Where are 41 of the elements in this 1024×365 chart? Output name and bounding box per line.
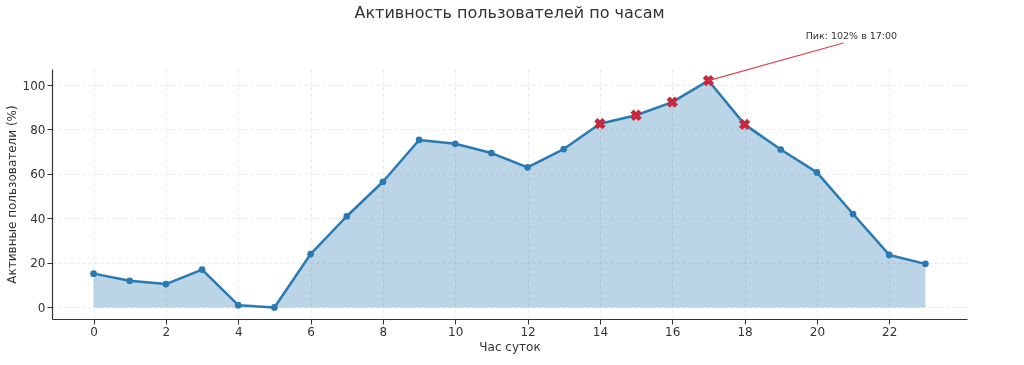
point	[849, 210, 857, 218]
annotation: Пик: 102% в 17:00	[805, 30, 898, 41]
point	[560, 145, 568, 153]
point	[307, 250, 314, 258]
point	[488, 149, 495, 157]
x-tick-label: 4	[234, 324, 243, 339]
y-tick-label: 100	[22, 78, 46, 93]
x-tick-label: 2	[162, 324, 171, 339]
y-tick-label: 60	[30, 167, 46, 182]
point	[198, 266, 206, 273]
x-tick-label: 8	[379, 324, 388, 339]
x-tick-label: 18	[737, 324, 753, 339]
x-tick-label: 20	[809, 324, 826, 339]
x-axis-title: Час суток	[479, 339, 541, 354]
point	[379, 178, 387, 186]
point	[271, 304, 278, 311]
x-tick-label: 10	[448, 324, 464, 339]
point	[162, 280, 170, 288]
x-tick-label: 14	[592, 324, 609, 339]
x-tick-label: 16	[665, 324, 681, 339]
x-tick-label: 6	[307, 324, 315, 339]
point	[922, 260, 929, 268]
x-tick-label: 0	[90, 324, 98, 339]
point	[234, 301, 242, 309]
point	[415, 136, 423, 144]
point	[343, 212, 351, 220]
point	[777, 146, 785, 153]
x-tick-label: 22	[882, 324, 898, 339]
y-tick-label: 40	[30, 211, 46, 226]
point	[90, 270, 97, 277]
y-tick-label: 20	[30, 256, 46, 271]
y-axis-title: Активные пользователи (%)	[4, 105, 19, 284]
y-tick-label: 80	[30, 123, 46, 137]
y-tick-label: 0	[37, 300, 46, 315]
point	[813, 169, 821, 176]
point	[524, 163, 531, 171]
point	[451, 140, 459, 148]
chart-title: Активность пользователей по часам	[354, 3, 665, 22]
point	[126, 277, 134, 285]
x-tick-label: 12	[520, 324, 536, 339]
point	[885, 251, 893, 259]
